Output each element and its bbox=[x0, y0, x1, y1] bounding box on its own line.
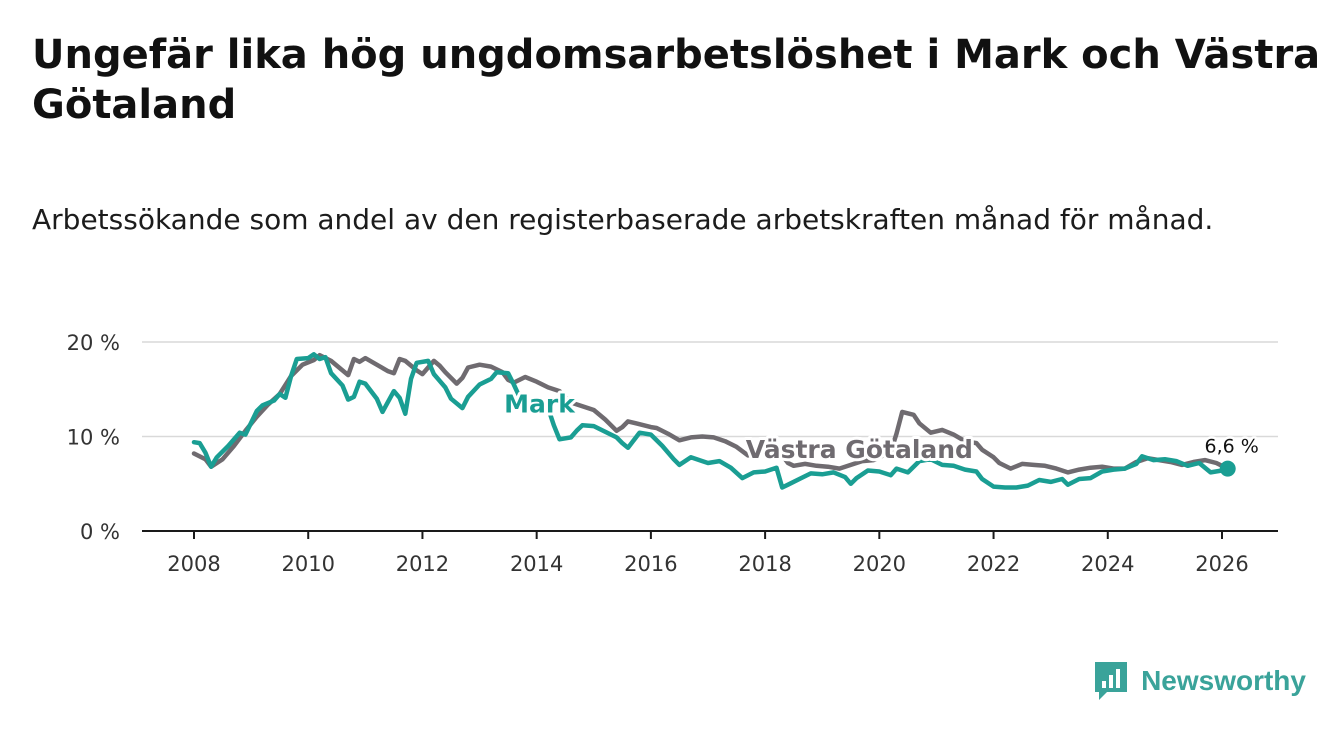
x-tick-label: 2020 bbox=[853, 552, 906, 576]
x-tick-label: 2024 bbox=[1081, 552, 1134, 576]
chart-title: Ungefär lika hög ungdomsarbetslöshet i M… bbox=[32, 32, 1321, 128]
y-tick-label: 10 % bbox=[67, 426, 120, 450]
y-tick-label: 20 % bbox=[67, 331, 120, 355]
y-tick-label: 0 % bbox=[80, 520, 120, 544]
brand-name: Newsworthy bbox=[1141, 665, 1306, 696]
series-line-mark bbox=[191, 352, 1230, 490]
x-tick-label: 2018 bbox=[738, 552, 791, 576]
x-tick-label: 2010 bbox=[281, 552, 334, 576]
x-tick-label: 2016 bbox=[624, 552, 677, 576]
brand: Newsworthy bbox=[1093, 660, 1306, 702]
series-label-västra-götaland: Västra Götaland bbox=[746, 435, 973, 464]
series-labels: Västra Götaland Mark 6,6 % bbox=[501, 386, 1261, 477]
x-tick-label: 2026 bbox=[1195, 552, 1248, 576]
x-tick-label: 2022 bbox=[967, 552, 1020, 576]
x-axis: 0 % 10 % 20 % 2008 2010 2012 2014 2016 2018 2020 2… bbox=[67, 331, 1278, 576]
x-tick-label: 2012 bbox=[396, 552, 449, 576]
x-tick-label: 2014 bbox=[510, 552, 563, 576]
chart-subtitle: Arbetssökande som andel av den registerb… bbox=[32, 203, 1214, 236]
series-line-västra-götaland bbox=[191, 352, 1230, 475]
series-label-mark: Mark bbox=[504, 389, 576, 418]
end-point-marker bbox=[1219, 460, 1236, 477]
series-lines bbox=[191, 352, 1230, 490]
newsworthy-logo-icon bbox=[1095, 662, 1128, 700]
x-tick-label: 2008 bbox=[167, 552, 220, 576]
end-value-label: 6,6 % bbox=[1205, 436, 1259, 458]
